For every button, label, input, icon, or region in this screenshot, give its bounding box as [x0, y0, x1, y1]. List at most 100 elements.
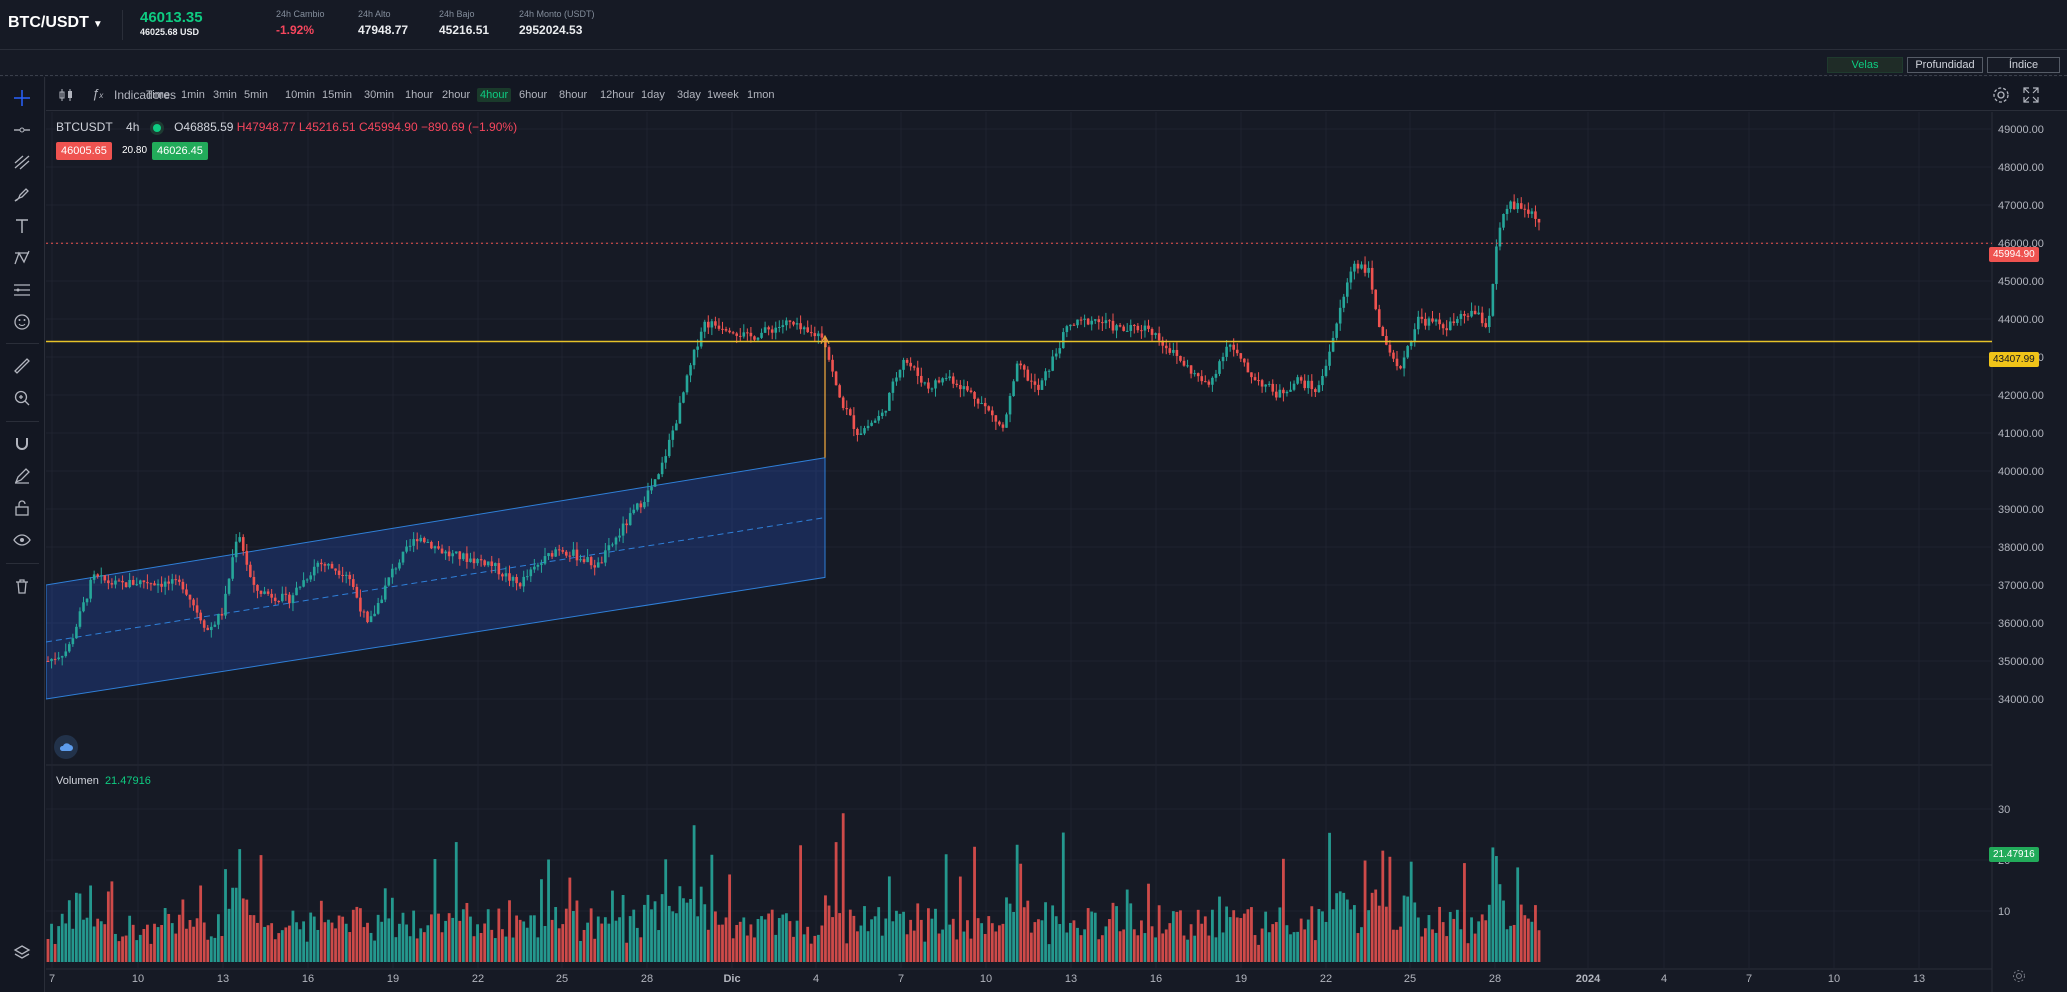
timeframe-2hour[interactable]: 2hour: [442, 89, 471, 101]
volume-bar: [1480, 914, 1484, 962]
candle-body: [1022, 365, 1026, 370]
ask-price-tag[interactable]: 46026.45: [152, 142, 208, 160]
zoom-in-icon[interactable]: [8, 385, 36, 411]
candle-body: [1328, 351, 1331, 366]
candle-body: [1385, 335, 1388, 345]
time-tick: 19: [1235, 973, 1247, 985]
volume-bar: [827, 905, 831, 962]
timeframe-1hour[interactable]: 1hour: [405, 89, 434, 101]
timeframe-6hour[interactable]: 6hour: [519, 89, 548, 101]
candle-body: [841, 397, 845, 409]
candle-body: [284, 593, 288, 595]
volume-bar: [1214, 937, 1218, 962]
timeframe-5min[interactable]: 5min: [244, 89, 268, 101]
candle-body: [68, 644, 71, 652]
time-tick: 7: [49, 973, 55, 985]
timeframe-1day[interactable]: 1day: [641, 89, 665, 101]
layers-icon[interactable]: [8, 939, 36, 965]
horizontal-line-icon[interactable]: [8, 117, 36, 143]
candle-body: [1111, 320, 1115, 331]
eye-icon[interactable]: [8, 527, 36, 553]
candle-body: [1051, 356, 1054, 371]
pattern-icon[interactable]: [8, 245, 36, 271]
ruler-icon[interactable]: [8, 353, 36, 379]
volume-bar: [1168, 923, 1172, 962]
volume-bar: [337, 915, 341, 962]
timeframe-15min[interactable]: 15min: [322, 89, 352, 101]
measure-lines-icon[interactable]: [8, 277, 36, 303]
candle-body: [210, 626, 213, 631]
candle-body: [1079, 319, 1083, 321]
tab-profundidad[interactable]: Profundidad: [1907, 57, 1983, 73]
candle-body: [774, 327, 778, 333]
volume-bar: [1438, 906, 1441, 962]
crosshair-icon[interactable]: [8, 85, 36, 111]
timeframe-4hour[interactable]: 4hour: [477, 88, 512, 102]
candle-body: [82, 602, 85, 612]
candle-body: [423, 537, 426, 543]
timeframe-3min[interactable]: 3min: [213, 89, 237, 101]
emoji-icon[interactable]: [8, 309, 36, 335]
magnet-icon[interactable]: [8, 431, 36, 457]
volume-bar: [1257, 944, 1260, 962]
timeframe-8hour[interactable]: 8hour: [559, 89, 588, 101]
cloud-icon[interactable]: [54, 735, 78, 759]
volume-bar: [1353, 905, 1356, 962]
candle-body: [295, 587, 298, 596]
volume-bar: [1498, 884, 1502, 962]
candle-body: [440, 548, 444, 554]
chart-canvas[interactable]: 49000.0048000.0047000.0046000.0045000.00…: [46, 112, 2067, 992]
candle-body: [1498, 227, 1502, 247]
draw-mode-icon[interactable]: [8, 463, 36, 489]
timeframe-1min[interactable]: 1min: [181, 89, 205, 101]
pair-selector[interactable]: BTC/USDT ▼: [8, 14, 103, 32]
volume-bar: [809, 943, 813, 962]
candle-body: [845, 408, 849, 410]
candle-body: [778, 326, 781, 328]
volume-bar: [1232, 910, 1236, 962]
price-chart[interactable]: 49000.00 48000.00 47000.00 46000.00 45000.00…: [46, 112, 2067, 992]
timeframe-1week[interactable]: 1week: [707, 89, 739, 101]
chart-settings-icon[interactable]: [2012, 969, 2026, 988]
volume-bar: [199, 885, 203, 962]
indicators-icon[interactable]: ƒx: [92, 86, 104, 101]
timeframe-30min[interactable]: 30min: [364, 89, 394, 101]
settings-icon[interactable]: [1992, 86, 2010, 109]
text-icon[interactable]: [8, 213, 36, 239]
lock-icon[interactable]: [8, 495, 36, 521]
tab-indice[interactable]: Índice: [1987, 57, 2060, 73]
stat-label: 24h Monto (USDT): [519, 9, 595, 19]
candle-body: [809, 332, 813, 334]
volume-bar: [529, 915, 533, 962]
volume-bar: [799, 845, 802, 962]
volume-bar: [1495, 856, 1498, 962]
volume-bar: [1264, 911, 1268, 962]
candle-body: [85, 598, 89, 603]
candle-type-icon[interactable]: [58, 87, 74, 108]
time-tick: 7: [898, 973, 904, 985]
trend-lines-icon[interactable]: [8, 149, 36, 175]
legend-close: C45994.90: [358, 120, 418, 134]
volume-bar: [46, 939, 50, 962]
tab-velas[interactable]: Velas: [1827, 57, 1903, 73]
candle-body: [749, 332, 753, 337]
timeframe-time[interactable]: Time: [146, 89, 171, 101]
volume-bar: [1463, 863, 1466, 962]
fullscreen-icon[interactable]: [2022, 86, 2040, 109]
volume-bar: [1402, 895, 1406, 962]
volume-bar: [912, 930, 916, 962]
candle-body: [1083, 318, 1086, 320]
timeframe-1mon[interactable]: 1mon: [747, 89, 775, 101]
volume-bar: [394, 937, 398, 962]
indicators-button[interactable]: Indicadores: [114, 88, 177, 102]
trash-icon[interactable]: [8, 573, 36, 599]
volume-bar: [1235, 917, 1239, 962]
timeframe-3day[interactable]: 3day: [677, 89, 701, 101]
candle-body: [117, 580, 121, 582]
brush-icon[interactable]: [8, 181, 36, 207]
candle-body: [515, 576, 518, 584]
bid-price-tag[interactable]: 46005.65: [56, 142, 112, 160]
timeframe-12hour[interactable]: 12hour: [600, 89, 635, 101]
timeframe-10min[interactable]: 10min: [285, 89, 315, 101]
volume-bar: [1026, 900, 1030, 962]
